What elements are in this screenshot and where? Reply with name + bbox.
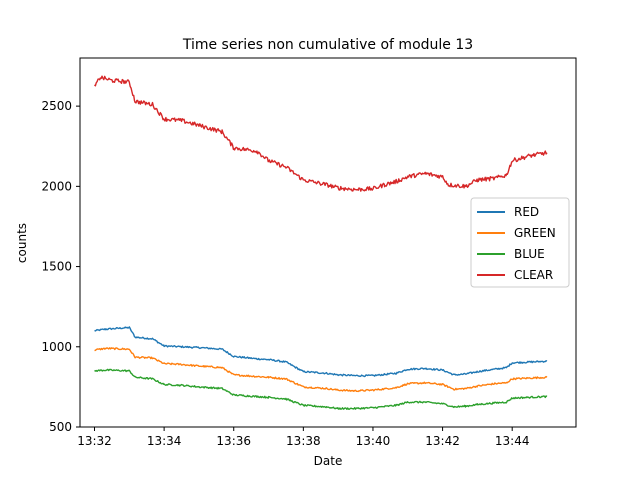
legend-label-red: RED xyxy=(514,205,539,219)
x-tick-label: 13:34 xyxy=(147,434,182,448)
legend-label-clear: CLEAR xyxy=(514,268,553,282)
x-axis: 13:32 13:34 13:36 13:38 13:40 13:42 13:44 xyxy=(77,427,529,448)
x-tick-label: 13:42 xyxy=(425,434,460,448)
x-tick-label: 13:36 xyxy=(216,434,251,448)
plot-area xyxy=(93,75,548,410)
legend-label-green: GREEN xyxy=(514,226,556,240)
series-line-blue xyxy=(94,368,548,410)
series-layer xyxy=(93,75,548,410)
series-line-green xyxy=(94,347,548,393)
legend: RED GREEN BLUE CLEAR xyxy=(470,197,570,288)
y-tick-label: 2500 xyxy=(41,99,72,113)
legend-box xyxy=(470,197,570,288)
y-tick-label: 2000 xyxy=(41,179,72,193)
y-tick-label: 1000 xyxy=(41,340,72,354)
x-tick-label: 13:44 xyxy=(495,434,530,448)
y-tick-label: 1500 xyxy=(41,260,72,274)
x-axis-title: Date xyxy=(314,454,343,468)
axes-frame xyxy=(79,57,577,428)
y-tick-label: 500 xyxy=(49,420,72,434)
x-tick-label: 13:38 xyxy=(286,434,321,448)
y-axis-title: counts xyxy=(15,223,29,263)
y-axis: 500 1000 1500 2000 2500 xyxy=(41,99,80,434)
x-tick-label: 13:40 xyxy=(356,434,391,448)
legend-label-blue: BLUE xyxy=(514,247,545,261)
chart-title: Time series non cumulative of module 13 xyxy=(182,37,473,53)
x-tick-label: 13:32 xyxy=(77,434,112,448)
series-line-red xyxy=(94,326,548,378)
series-line-clear xyxy=(93,75,548,192)
